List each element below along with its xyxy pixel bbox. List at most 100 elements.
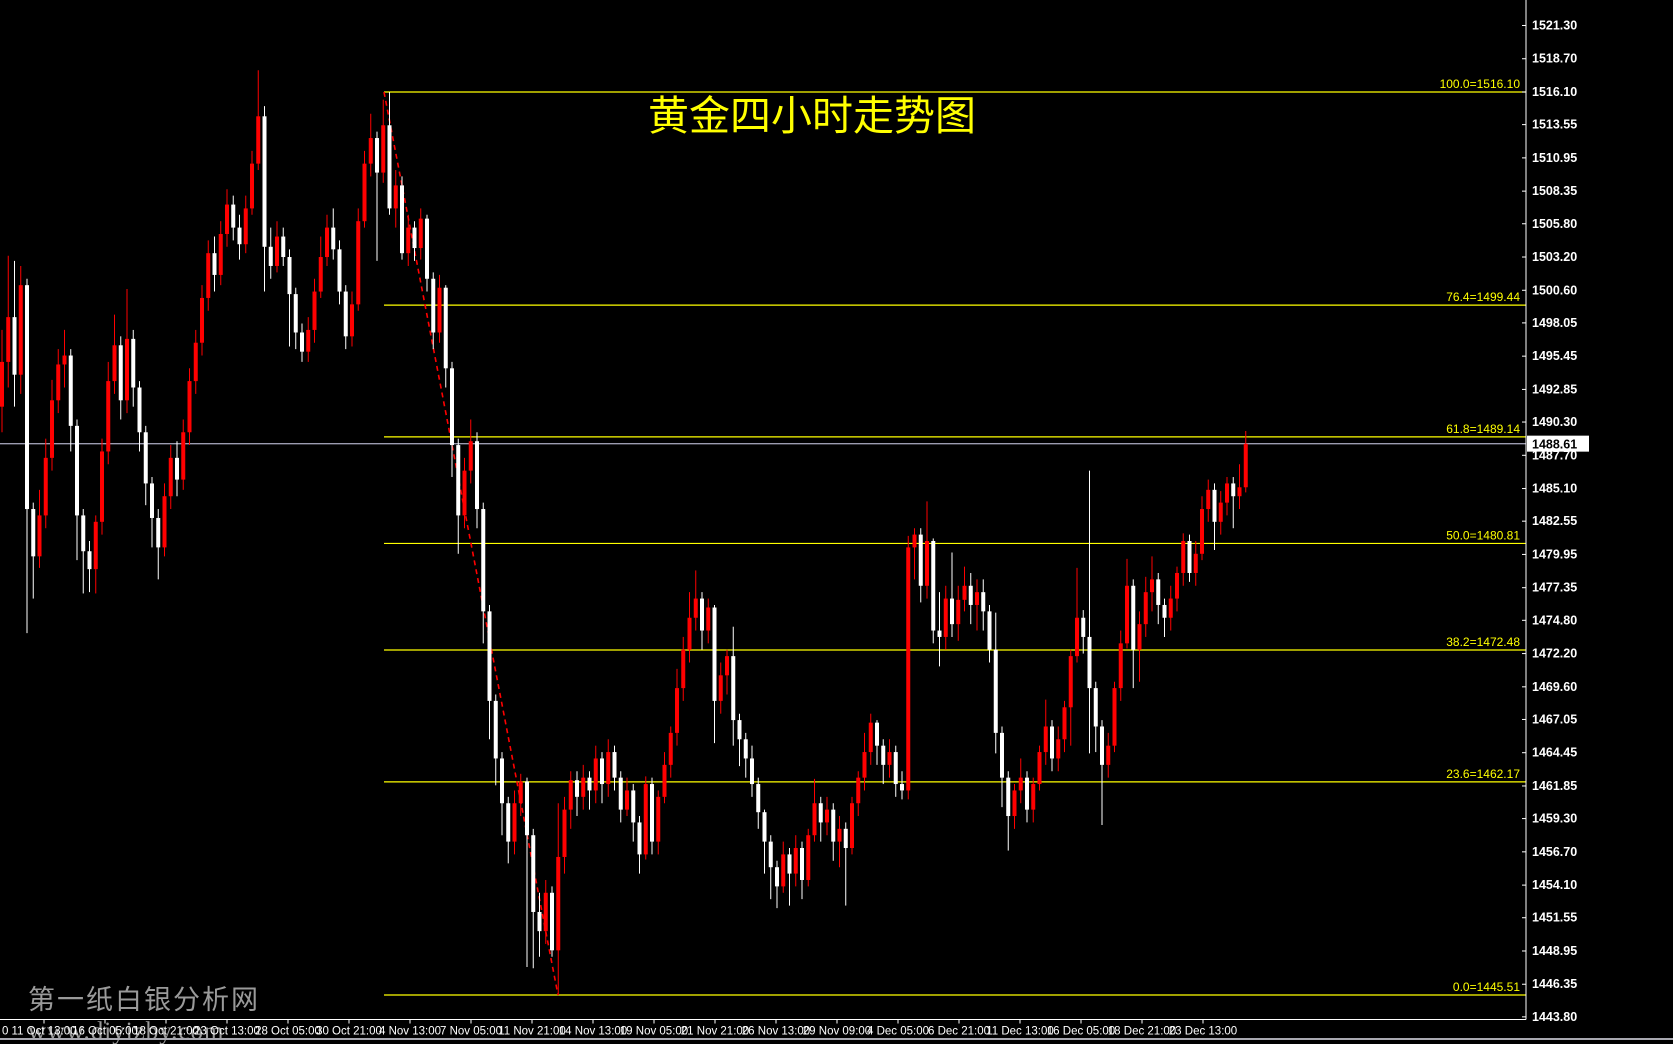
price-axis-label: 1503.20	[1532, 250, 1577, 264]
candle-body	[193, 342, 198, 382]
candle-body	[81, 515, 86, 552]
candle-body	[950, 598, 954, 625]
price-axis-label: 1485.10	[1532, 482, 1577, 496]
candle-body	[1162, 604, 1167, 618]
candle-body	[1200, 509, 1204, 554]
candle-body	[50, 400, 54, 458]
candle-body	[1106, 745, 1111, 765]
time-axis-label: 30 Oct 21:00	[316, 1026, 382, 1038]
candle-body	[931, 540, 936, 631]
candle-body	[243, 208, 248, 245]
candle-body	[550, 892, 554, 951]
candle-body	[343, 291, 348, 337]
candle-body	[450, 368, 454, 446]
price-axis-label: 1521.30	[1532, 18, 1577, 32]
candle-body	[68, 355, 73, 426]
candle-body	[431, 278, 436, 333]
candle-body	[762, 812, 767, 842]
time-axis-label: 18 Oct 21:00	[133, 1026, 199, 1038]
time-axis-partial-label: 0	[2, 1026, 8, 1038]
time-axis-label: 14 Nov 13:00	[559, 1026, 627, 1038]
candle-body	[687, 617, 692, 650]
candle-body	[637, 822, 642, 855]
candle-body	[662, 764, 667, 797]
candle-body	[262, 116, 267, 247]
candle-body	[206, 253, 211, 298]
candle-body	[581, 777, 586, 797]
candle-body	[406, 227, 411, 254]
candle-body	[25, 285, 29, 510]
candle-body	[725, 656, 729, 676]
watermark: 第一纸白银分析网 www.diyizby.com	[28, 978, 260, 1044]
fib-level-label: 61.8=1489.14	[1446, 422, 1520, 436]
candle-body	[900, 784, 904, 791]
time-axis-label: 26 Nov 13:00	[742, 1026, 810, 1038]
candle-body	[137, 387, 142, 433]
candle-body	[675, 688, 679, 733]
price-axis-label: 1459.30	[1532, 812, 1577, 826]
fib-level-label: 76.4=1499.44	[1446, 290, 1520, 304]
candle-body	[281, 236, 286, 258]
candle-body	[231, 204, 236, 228]
candle-body	[937, 630, 942, 637]
candle-body	[1218, 502, 1223, 522]
fib-level-label: 23.6=1462.17	[1446, 767, 1520, 781]
price-axis-label: 1451.55	[1532, 911, 1577, 925]
candle-body	[1000, 732, 1004, 778]
price-axis-label: 1492.85	[1532, 382, 1577, 396]
price-axis-label: 1467.05	[1532, 712, 1577, 726]
price-axis-label: 1446.35	[1532, 977, 1577, 991]
candle-body	[362, 163, 367, 222]
fib-level-label: 50.0=1480.81	[1446, 528, 1520, 542]
candle-body	[93, 521, 98, 570]
price-axis-label: 1472.20	[1532, 647, 1577, 661]
candle-body	[143, 432, 148, 484]
candle-body	[100, 451, 104, 522]
candle-body	[6, 317, 11, 362]
candle-body	[443, 287, 448, 369]
time-axis-label: 29 Nov 09:00	[803, 1026, 871, 1038]
candle-body	[225, 204, 229, 234]
candle-body	[593, 758, 598, 791]
candle-body	[925, 540, 929, 586]
candle-body	[481, 509, 486, 612]
candle-body	[512, 803, 517, 842]
candle-body	[375, 138, 379, 173]
candle-body	[1093, 688, 1098, 727]
price-axis-label: 1498.05	[1532, 316, 1577, 330]
candle-body	[387, 125, 392, 209]
price-axis-label: 1487.70	[1532, 448, 1577, 462]
candle-body	[356, 221, 361, 305]
candle-body	[693, 598, 698, 618]
candle-body	[537, 911, 542, 932]
candle-body	[475, 441, 479, 510]
candle-body	[456, 445, 461, 516]
time-axis-label: 16 Oct 05:00	[72, 1026, 138, 1038]
candle-body	[1018, 777, 1023, 791]
candle-body	[18, 285, 23, 375]
candle-body	[1150, 579, 1154, 593]
candle-body	[487, 611, 492, 701]
time-axis-label: 11 Nov 21:00	[498, 1026, 566, 1038]
candle-body	[0, 361, 4, 407]
candle-body	[331, 227, 336, 250]
candle-body	[1181, 540, 1186, 573]
candle-body	[756, 784, 761, 813]
candle-body	[825, 809, 829, 823]
chart-title: 黄金四小时走势图	[648, 93, 976, 139]
time-axis-label: 11 Dec 13:00	[986, 1026, 1054, 1038]
candle-body	[718, 675, 723, 701]
candle-body	[468, 441, 473, 471]
candle-body	[993, 649, 998, 733]
candle-body	[856, 777, 861, 804]
candle-body	[568, 780, 573, 810]
candle-body	[831, 809, 836, 842]
candle-body	[237, 227, 242, 245]
candle-body	[1012, 790, 1017, 817]
candle-body	[1125, 585, 1129, 644]
candle-body	[200, 297, 204, 343]
candle-body	[1237, 487, 1242, 497]
candle-body	[556, 856, 561, 951]
candle-body	[600, 758, 604, 785]
